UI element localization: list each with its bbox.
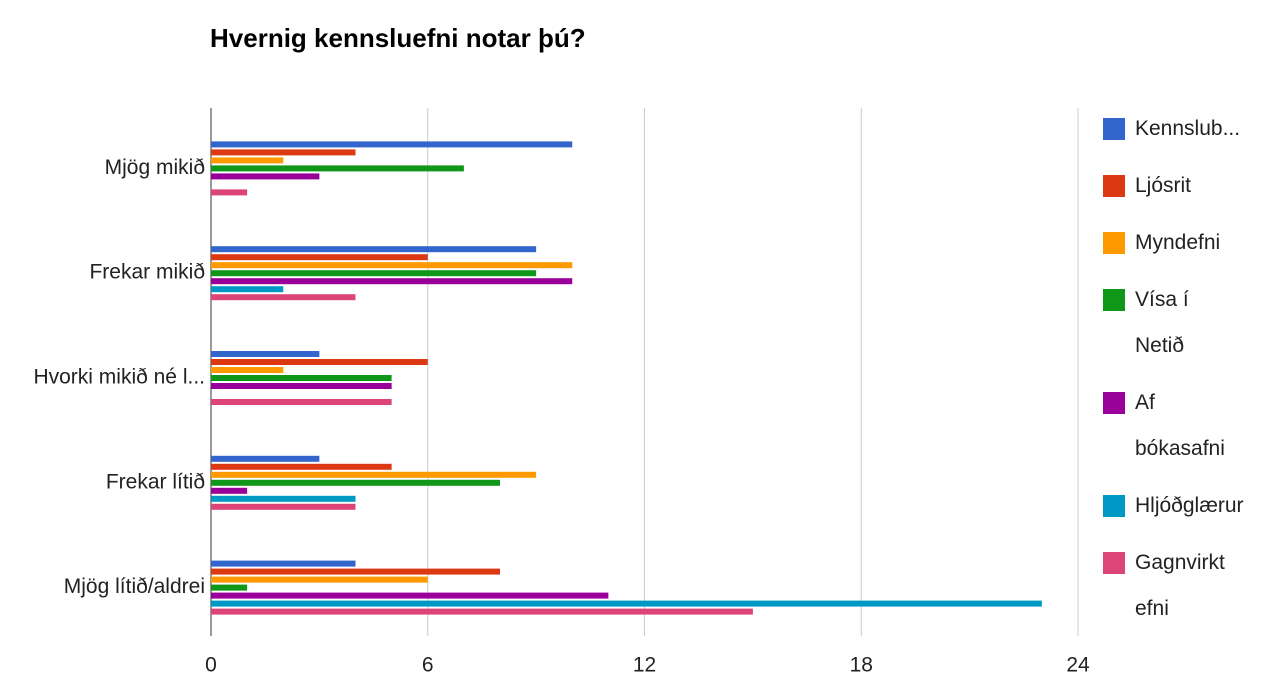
bar bbox=[211, 262, 573, 269]
legend-swatch bbox=[1103, 118, 1125, 140]
bar bbox=[211, 568, 500, 575]
legend-label: Kennslub... bbox=[1135, 117, 1241, 140]
bar bbox=[211, 479, 500, 486]
legend-label: Ljósrit bbox=[1135, 174, 1192, 197]
bar bbox=[211, 455, 320, 462]
bar bbox=[211, 463, 392, 470]
y-tick-label: Frekar mikið bbox=[89, 261, 205, 284]
bar bbox=[211, 173, 320, 180]
bar bbox=[211, 141, 573, 148]
bar bbox=[211, 294, 356, 301]
legend-label: Af bókasafni bbox=[1135, 391, 1225, 460]
bar bbox=[211, 254, 428, 261]
bar bbox=[211, 367, 284, 373]
legend-item: Gagnvirkt efni bbox=[1103, 540, 1225, 632]
legend-label: Hljóðglærur bbox=[1135, 494, 1244, 517]
legend-item: Kennslub... bbox=[1103, 106, 1241, 152]
bar bbox=[211, 608, 753, 615]
legend-item: Ljósrit bbox=[1103, 163, 1205, 209]
y-tick-label: Frekar lítið bbox=[106, 470, 205, 493]
x-tick-label: 0 bbox=[205, 654, 217, 677]
bar bbox=[211, 375, 392, 381]
bar bbox=[211, 351, 320, 357]
bar bbox=[211, 286, 284, 293]
bar bbox=[211, 165, 464, 172]
legend-item: Myndefni bbox=[1103, 220, 1221, 266]
legend-swatch bbox=[1103, 392, 1125, 414]
legend-label: Vísa í Netið bbox=[1135, 288, 1189, 357]
x-tick-label: 12 bbox=[633, 654, 656, 677]
legend-swatch bbox=[1103, 232, 1125, 254]
legend-swatch bbox=[1103, 552, 1125, 574]
y-tick-label: Hvorki mikið né l... bbox=[33, 366, 205, 389]
y-tick-label: Mjög lítið/aldrei bbox=[64, 575, 205, 598]
legend-item: Vísa í Netið bbox=[1103, 277, 1205, 369]
bar bbox=[211, 359, 428, 365]
bar bbox=[211, 592, 609, 599]
bar bbox=[211, 487, 248, 494]
bar bbox=[211, 471, 537, 478]
bar bbox=[211, 383, 392, 389]
legend-swatch bbox=[1103, 175, 1125, 197]
bar bbox=[211, 157, 284, 164]
bar bbox=[211, 600, 1042, 607]
bar bbox=[211, 560, 356, 567]
bar bbox=[211, 495, 356, 502]
legend-swatch bbox=[1103, 495, 1125, 517]
bar bbox=[211, 189, 248, 196]
legend-swatch bbox=[1103, 289, 1125, 311]
bar bbox=[211, 399, 392, 405]
bar bbox=[211, 503, 356, 510]
bar bbox=[211, 270, 537, 277]
x-tick-label: 6 bbox=[422, 654, 434, 677]
bar bbox=[211, 576, 428, 583]
legend: Kennslub... Ljósrit Myndefni Vísa í Netið Af… bbox=[1103, 106, 1244, 643]
bar bbox=[211, 246, 537, 253]
legend-label: Myndefni bbox=[1135, 231, 1221, 254]
bar bbox=[211, 278, 573, 285]
x-tick-label: 24 bbox=[1066, 654, 1090, 677]
bar bbox=[211, 584, 248, 591]
legend-item: Hljóðglærur bbox=[1103, 483, 1244, 529]
bar bbox=[211, 149, 356, 156]
chart-title: Hvernig kennsluefni notar þú? bbox=[210, 23, 586, 53]
x-tick-label: 18 bbox=[850, 654, 873, 677]
legend-item: Af bókasafni bbox=[1103, 380, 1225, 472]
legend-label: Gagnvirkt efni bbox=[1135, 551, 1225, 620]
y-tick-label: Mjög mikið bbox=[105, 156, 205, 179]
